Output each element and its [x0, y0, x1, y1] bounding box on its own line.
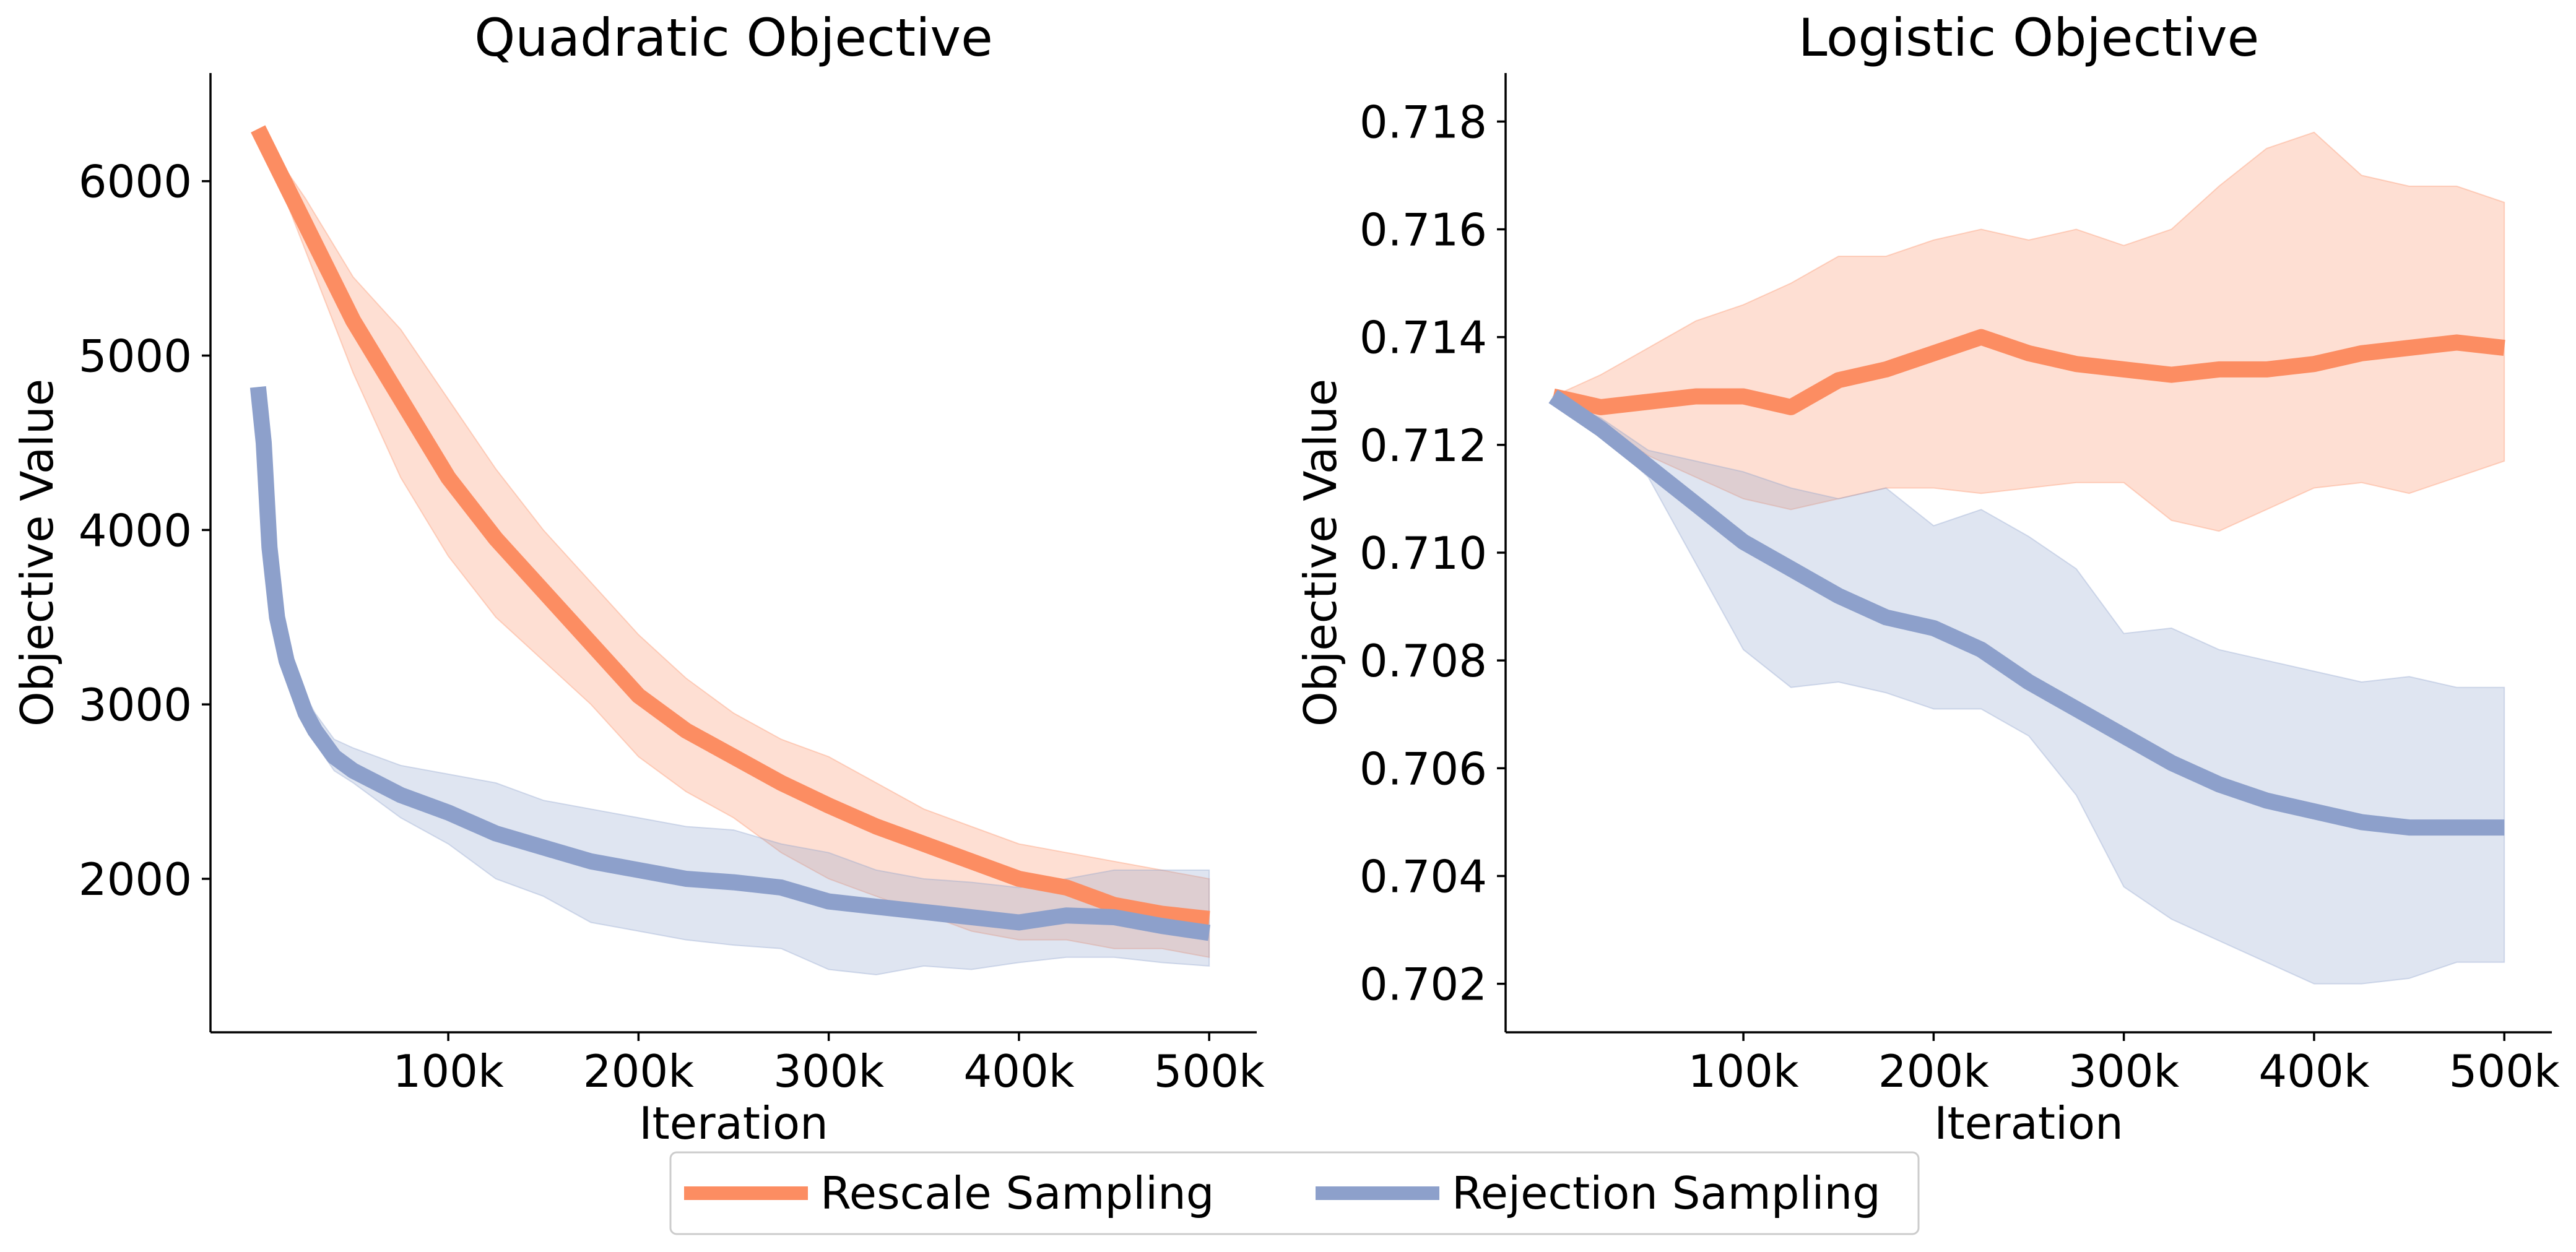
- series-lines: [249, 125, 1211, 941]
- x-tick-label: 500k: [1154, 1045, 1265, 1097]
- y-tick-label: 6000: [79, 156, 192, 208]
- band-rescale-sampling: [1551, 131, 2505, 532]
- quadratic-chart: Quadratic Objective 100k 200k 300k 400k 500k…: [11, 7, 1265, 1149]
- legend-label-rescale: Rescale Sampling: [820, 1167, 1215, 1219]
- axes: [209, 73, 1257, 1034]
- confidence-bands: [1551, 131, 2505, 985]
- confidence-bands: [257, 128, 1210, 976]
- x-tick-label: 200k: [1878, 1045, 1989, 1097]
- x-ticks: 100k 200k 300k 400k 500k: [393, 1032, 1265, 1097]
- x-axis-label: Iteration: [1934, 1097, 2123, 1149]
- y-tick-label: 0.710: [1360, 527, 1487, 579]
- line-rescale-sampling: [1551, 329, 2505, 415]
- x-tick-label: 100k: [393, 1045, 504, 1097]
- y-tick-label: 0.708: [1360, 635, 1487, 687]
- line-rescale-sampling: [251, 125, 1210, 927]
- x-tick-label: 300k: [773, 1045, 884, 1097]
- y-axis-label: Objective Value: [1295, 379, 1347, 727]
- y-tick-label: 0.712: [1360, 420, 1487, 472]
- line-rejection-sampling: [1548, 389, 2505, 836]
- y-ticks: 0.702 0.704 0.706 0.708 0.710 0.712 0.714 0.716…: [1360, 96, 1506, 1011]
- y-tick-label: 0.718: [1360, 96, 1487, 148]
- x-tick-label: 400k: [2258, 1045, 2369, 1097]
- x-tick-label: 200k: [583, 1045, 694, 1097]
- y-tick-label: 0.706: [1360, 743, 1487, 795]
- x-tick-label: 100k: [1688, 1045, 1799, 1097]
- y-tick-label: 4000: [79, 504, 192, 556]
- y-tick-label: 0.704: [1360, 850, 1487, 902]
- line-rejection-sampling: [249, 386, 1211, 941]
- y-tick-label: 0.702: [1360, 959, 1487, 1011]
- legend-frame: [669, 1151, 1920, 1235]
- chart-title: Quadratic Objective: [474, 7, 993, 68]
- x-tick-label: 500k: [2449, 1045, 2560, 1097]
- x-axis-label: Iteration: [639, 1097, 828, 1149]
- y-tick-label: 2000: [79, 853, 192, 905]
- x-ticks: 100k 200k 300k 400k 500k: [1688, 1032, 2560, 1097]
- y-ticks: 2000 3000 4000 5000 6000: [79, 156, 210, 905]
- series-lines: [1548, 329, 2505, 836]
- legend-label-rejection: Rejection Sampling: [1452, 1167, 1881, 1219]
- logistic-chart: Logistic Objective 100k 200k 300k 400k 500k …: [1295, 7, 2560, 1149]
- chart-title: Logistic Objective: [1798, 7, 2260, 68]
- y-tick-label: 3000: [79, 679, 192, 731]
- y-tick-label: 0.714: [1360, 312, 1487, 364]
- y-tick-label: 0.716: [1360, 204, 1487, 256]
- y-tick-label: 5000: [79, 330, 192, 382]
- x-tick-label: 300k: [2068, 1045, 2179, 1097]
- x-tick-label: 400k: [963, 1045, 1074, 1097]
- legend: Rescale Sampling Rejection Sampling: [669, 1151, 1920, 1235]
- y-axis-label: Objective Value: [11, 379, 63, 727]
